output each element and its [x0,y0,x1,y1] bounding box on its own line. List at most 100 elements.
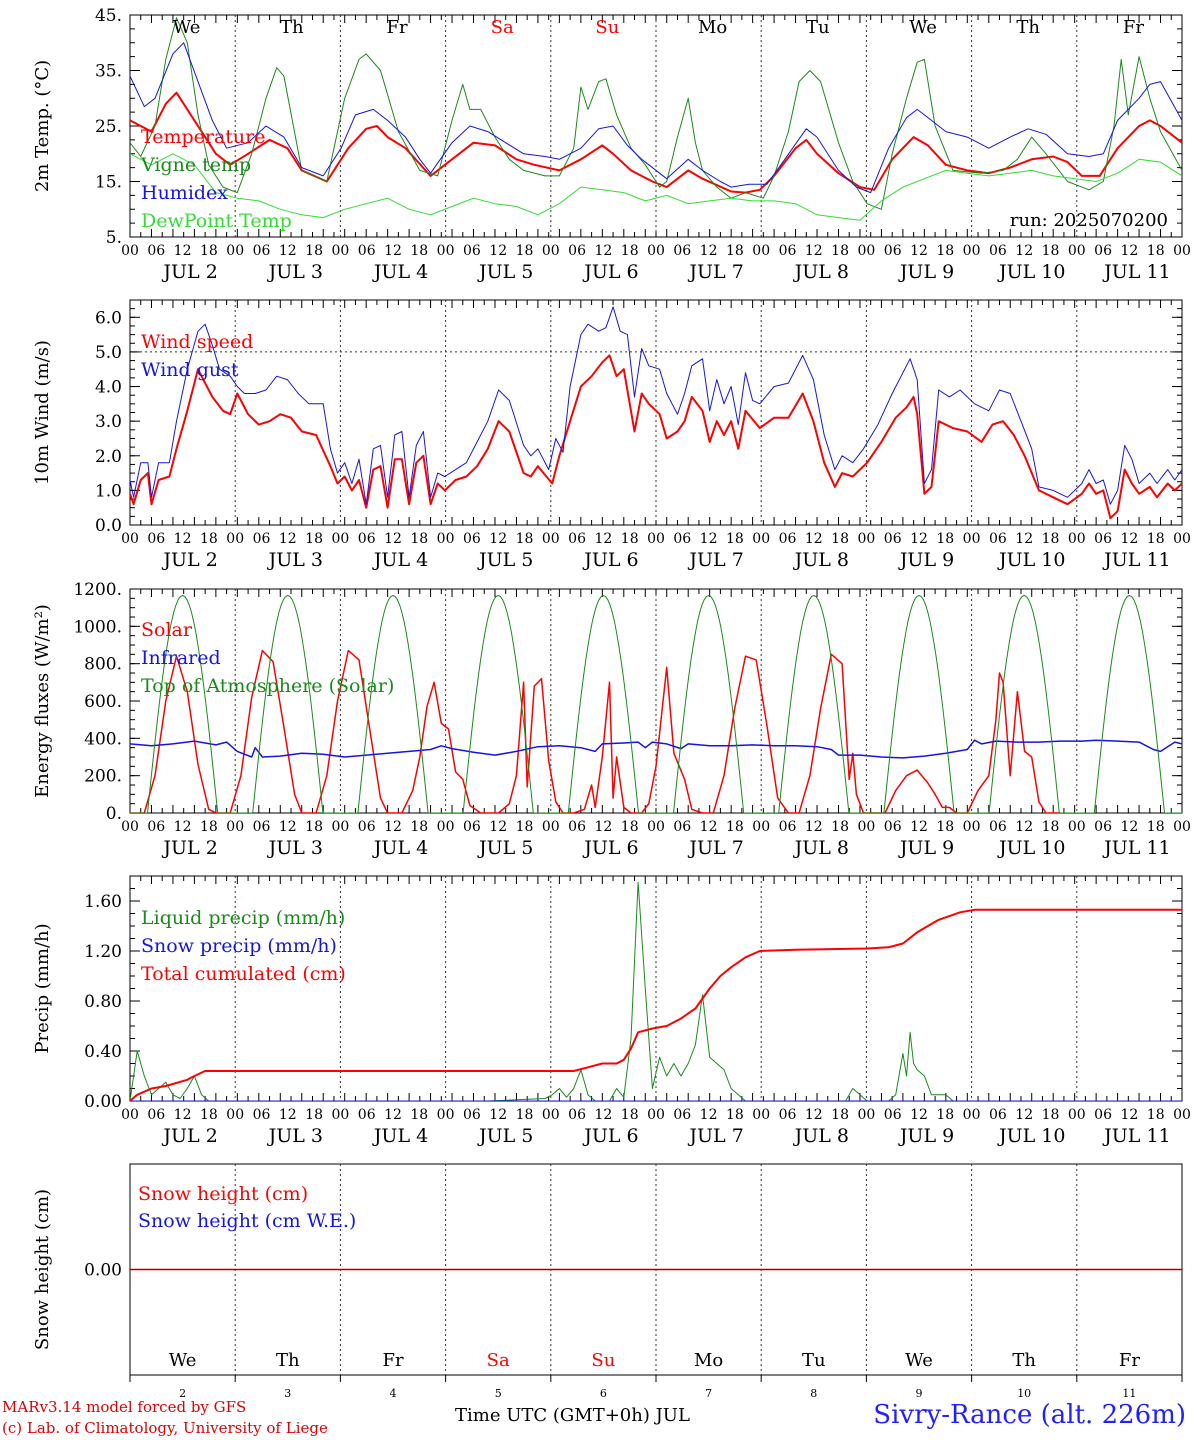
date-label: JUL 10 [997,261,1065,283]
day-number: 7 [705,1387,712,1400]
hour-tick-label: 18 [305,243,323,259]
hour-tick-label: 06 [253,243,271,259]
date-label: JUL 8 [793,1125,849,1147]
day-number: 4 [390,1387,397,1400]
hour-tick-label: 00 [121,531,139,547]
legend-entry: Infrared [141,647,221,669]
hour-tick-label: 00 [647,1107,665,1123]
panel-temperature: 5. 15. 25. 35. 45. 2m Temp. (°C) Temperature Vi… [32,6,1191,283]
hour-tick-label: 18 [305,1107,323,1123]
date-label: JUL 11 [1102,549,1170,571]
hour-tick-label: 00 [121,243,139,259]
hour-tick-label: 12 [384,819,402,835]
hour-tick-label: 00 [752,243,770,259]
hour-tick-label: 00 [437,819,455,835]
weekday-label: We [909,17,937,38]
hour-tick-label: 00 [1068,243,1086,259]
hour-tick-label: 18 [726,531,744,547]
hour-tick-label: 18 [516,819,534,835]
hour-tick-label: 12 [805,819,823,835]
hour-tick-label: 00 [1068,819,1086,835]
date-label: JUL 6 [582,837,638,859]
y-tick-label: 3.0 [95,412,122,432]
day-number: 9 [916,1387,923,1400]
hour-tick-label: 18 [621,1107,639,1123]
hour-tick-label: 18 [726,243,744,259]
hour-tick-label: 18 [1042,819,1060,835]
hour-tick-label: 18 [936,819,954,835]
hour-tick-label: 12 [174,243,192,259]
date-label: JUL 9 [898,549,954,571]
y-tick-label: 400. [84,729,122,749]
hour-tick-label: 06 [989,243,1007,259]
hour-tick-label: 12 [1120,819,1138,835]
hour-tick-label: 06 [884,243,902,259]
date-label: JUL 2 [161,549,217,571]
date-label: JUL 6 [582,549,638,571]
y-tick-label: 600. [84,692,122,712]
hour-tick-label: 18 [1147,243,1165,259]
hour-tick-label: 18 [200,243,218,259]
hour-tick-label: 18 [1042,531,1060,547]
hour-tick-label: 12 [384,1107,402,1123]
date-label: JUL 8 [793,837,849,859]
hour-tick-label: 00 [331,819,349,835]
hour-tick-label: 12 [594,819,612,835]
date-label: JUL 2 [161,261,217,283]
weekday-label: Th [1012,1350,1036,1371]
date-label: JUL 3 [267,837,323,859]
legend-entry: Top of Atmosphere (Solar) [141,675,394,697]
series-line-humidex [130,42,1182,194]
hour-tick-label: 12 [279,531,297,547]
weekday-label: Fr [1119,1350,1140,1371]
date-label: JUL 9 [898,837,954,859]
legend-entry: Total cumulated (cm) [141,963,346,985]
series-line-wind-gust [130,306,1182,505]
date-label: JUL 11 [1102,1125,1170,1147]
series-line-wind-speed [130,354,1182,520]
hour-tick-label: 00 [437,1107,455,1123]
hour-tick-label: 00 [752,1107,770,1123]
day-number: 8 [810,1387,817,1400]
series-line-temperature [130,91,1182,194]
hour-tick-label: 06 [147,819,165,835]
y-tick-label: 4.0 [95,378,122,398]
hour-tick-label: 06 [147,1107,165,1123]
hour-tick-label: 00 [647,243,665,259]
hour-tick-label: 18 [1147,819,1165,835]
y-tick-label: 45. [95,6,122,26]
hour-tick-label: 06 [884,1107,902,1123]
hour-tick-label: 06 [147,531,165,547]
hour-tick-label: 06 [253,531,271,547]
hour-tick-label: 00 [963,243,981,259]
hour-tick-label: 00 [542,1107,560,1123]
hour-tick-label: 18 [831,1107,849,1123]
date-label: JUL 4 [372,1125,428,1147]
weekday-label: Sa [487,1350,510,1371]
date-label: JUL 5 [477,261,533,283]
hour-tick-label: 18 [410,243,428,259]
weekday-label: Su [591,1350,615,1371]
hour-tick-label: 12 [910,819,928,835]
hour-tick-label: 12 [700,531,718,547]
hour-tick-label: 12 [1120,1107,1138,1123]
y-tick-label: 25. [95,117,122,137]
hour-tick-label: 18 [726,819,744,835]
hour-tick-label: 12 [1015,1107,1033,1123]
hour-tick-label: 06 [673,243,691,259]
hour-tick-label: 06 [568,819,586,835]
hour-tick-label: 12 [594,531,612,547]
hour-tick-label: 00 [121,1107,139,1123]
date-label: JUL 10 [997,549,1065,571]
weekday-label: Fr [386,17,407,38]
date-label: JUL 10 [997,837,1065,859]
hour-tick-label: 12 [1120,243,1138,259]
hour-tick-label: 06 [358,819,376,835]
date-label: JUL 8 [793,549,849,571]
hour-tick-label: 18 [516,1107,534,1123]
y-axis-label: Precip (mm/h) [32,923,53,1053]
hour-tick-label: 00 [542,819,560,835]
hour-tick-label: 06 [884,819,902,835]
hour-tick-label: 06 [1094,243,1112,259]
hour-tick-label: 06 [673,531,691,547]
